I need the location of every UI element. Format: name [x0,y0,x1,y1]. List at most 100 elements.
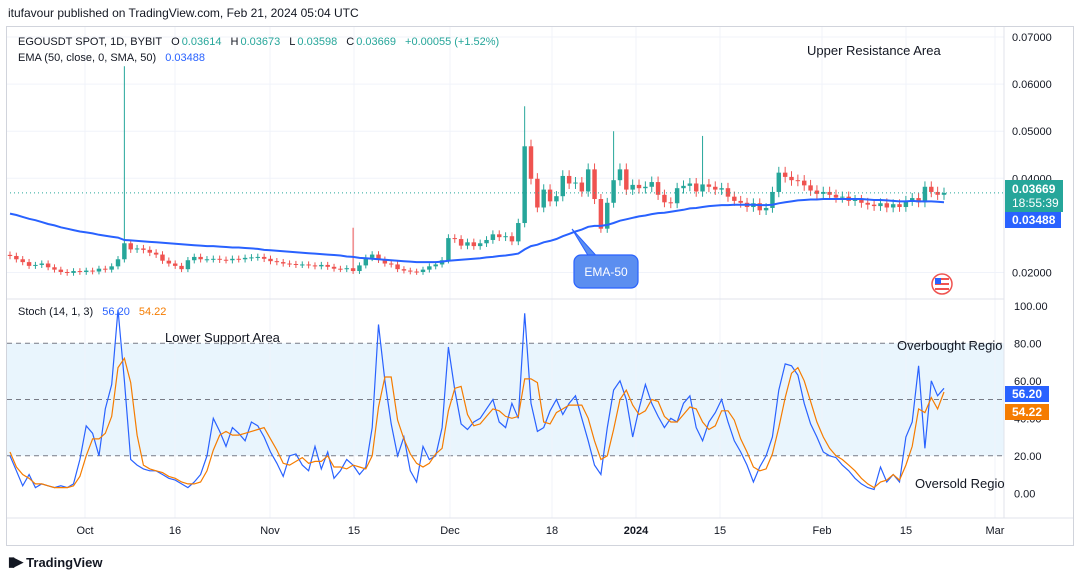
ema-legend-value: 0.03488 [165,52,205,64]
flag-stripe-2 [935,283,949,285]
candle-body [833,194,839,198]
candle-body [39,263,44,265]
candle-body [890,204,896,208]
candle-body [249,257,254,259]
candle-body [713,186,718,190]
candle-body [287,263,292,265]
stoch-tick-label: 60.00 [1014,376,1042,388]
candle-body [693,183,699,192]
candle-body [395,264,400,270]
candle-body [84,270,89,272]
candle-body [300,264,305,266]
candle-body [611,180,616,203]
price-tick-label: 0.02000 [1012,267,1052,279]
lower-support-label: Lower Support Area [165,330,281,345]
candle-body [941,192,947,195]
candle-body [935,191,940,195]
candle-body [141,248,146,250]
candle-body [134,248,140,250]
candle-body [96,268,102,272]
time-tick-label: 18 [546,525,558,537]
candle-body [357,265,362,272]
candle-body [268,258,273,262]
candle-body [211,258,216,260]
tradingview-logo[interactable]: ▮▶ TradingView [8,554,103,570]
symbol-legend[interactable]: EGOUSDT SPOT, 1D, BYBIT O 0.03614 H 0.0367… [18,36,501,48]
candle-body [503,236,508,238]
candle-body [369,254,375,258]
us-flag-icon[interactable] [931,273,953,295]
high-label: H [230,36,239,48]
time-tick-label: Oct [76,525,93,537]
ema-legend-label: EMA (50, close, 0, SMA, 50) [18,52,157,64]
callout-box [573,254,639,289]
candle-body [617,169,623,181]
stoch-lines [9,309,945,491]
candle-body [471,242,477,247]
high-value: 0.03673 [240,36,281,48]
candle-body [700,184,705,192]
candle-body [458,239,464,246]
candle-body [808,185,813,191]
candle-body [630,184,635,190]
candle-body [497,234,502,238]
last-price-value: 0.03669 [1012,182,1056,196]
candle-body [782,172,788,177]
close-value: 0.03669 [356,36,396,48]
candle-body [115,259,121,267]
candle-body [738,200,743,203]
candle-body [770,191,775,208]
time-tick-label: Feb [813,525,832,537]
stoch-k-badge: 56.20 [1005,386,1049,402]
low-value: 0.03598 [297,36,338,48]
candle-body [122,243,127,260]
candle-body [560,175,565,197]
candle-body [408,270,413,272]
candle-body [7,254,13,256]
candle-body [350,268,356,272]
candle-body [865,202,870,205]
candle-body [172,263,178,266]
candle-body [554,196,559,202]
candle-body [338,268,343,270]
time-tick-label: Dec [440,525,460,537]
candle-body [579,182,585,192]
flag-stripe-3 [935,288,949,290]
candle-body [757,203,762,211]
candle-body [433,264,438,267]
candle-body [668,202,674,204]
candle-body [649,182,654,187]
last-price-badge: 0.03669 18:55:39 [1005,180,1063,212]
candle-body [280,262,286,264]
candle-body [192,256,197,261]
candle-body [166,260,172,264]
candle-body [910,198,915,201]
candle-body [344,268,349,270]
candle-body [179,265,184,270]
candle-body [90,270,95,272]
stoch-d-legend-value: 54.22 [138,306,167,318]
candle-body [26,262,32,266]
last-price-badge-bg [1005,180,1063,212]
candle-body [20,259,25,263]
price-grid [7,36,1004,273]
candle-body [706,184,712,187]
tradingview-mark-icon: ▮▶ [8,554,23,569]
stoch-tick-label: 80.00 [1014,338,1042,350]
candle-body [64,271,70,273]
time-tick-label: Mar [986,525,1005,537]
chart-frame [6,26,1074,546]
candle-body [14,255,19,260]
ema-50-callout: EMA-50 [571,228,639,289]
stoch-d-line [9,356,945,489]
candle-body [592,169,597,200]
candle-body [776,172,782,192]
candle-body [871,204,877,207]
candle-body [414,271,419,273]
candle-body [528,146,534,179]
stoch-legend[interactable]: Stoch (14, 1, 3) 56.20 54.22 [18,306,168,318]
candle-body [598,199,604,229]
ema-badge-bg [1005,212,1061,228]
ema-legend[interactable]: EMA (50, close, 0, SMA, 50) 0.03488 [18,52,207,64]
